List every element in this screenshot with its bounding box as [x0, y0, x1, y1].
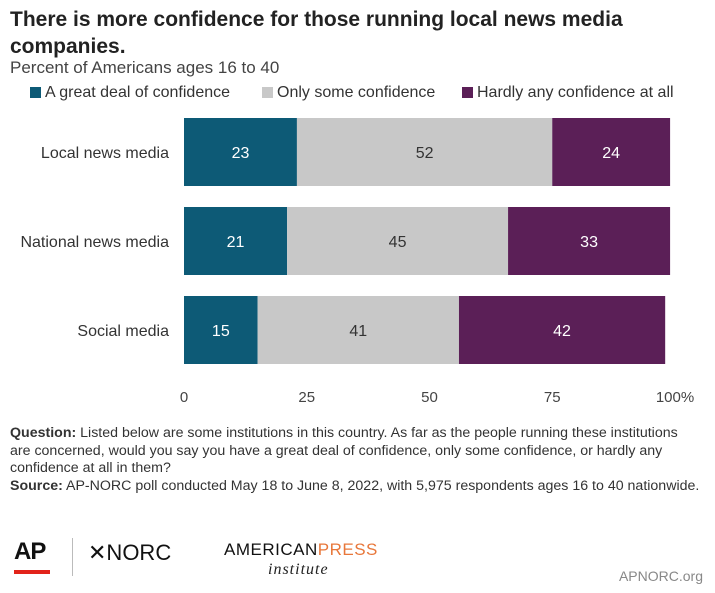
legend-item-hardly-any: Hardly any confidence at all — [462, 84, 674, 102]
legend-item-only-some: Only some confidence — [262, 84, 435, 102]
chart-notes: Question: Listed below are some institut… — [10, 425, 700, 495]
legend-label-hardly-any: Hardly any confidence at all — [477, 84, 674, 101]
x-tick-label-50: 50 — [421, 389, 438, 406]
x-tick-label-75: 75 — [544, 389, 561, 406]
source-note: Source: AP-NORC poll conducted May 18 to… — [10, 478, 700, 496]
data-label-national-news-media-1: 21 — [227, 234, 245, 251]
data-label-national-news-media-3: 33 — [580, 234, 598, 251]
x-tick-label-100: 100% — [656, 389, 694, 406]
ap-logo-underline — [14, 570, 50, 574]
stacked-bar-chart: Local news media 23 52 24 National news medi… — [20, 118, 694, 406]
legend-label-only-some: Only some confidence — [277, 84, 436, 101]
norc-logo: ✕NORC — [88, 540, 172, 565]
question-label: Question: — [10, 425, 77, 441]
bar-segment-local-news-media-1 — [184, 118, 297, 186]
chart-legend: A great deal of confidence Only some con… — [10, 84, 710, 106]
bar-segment-national-news-media-3 — [508, 207, 671, 275]
x-tick-label-0: 0 — [180, 389, 188, 406]
bar-segment-social-media-2 — [257, 296, 459, 364]
x-tick-label-25: 25 — [298, 389, 315, 406]
chart-subtitle: Percent of Americans ages 16 to 40 — [10, 58, 280, 77]
question-note: Question: Listed below are some institut… — [10, 425, 700, 478]
data-label-local-news-media-2: 52 — [416, 145, 434, 162]
category-label-national-news-media: National news media — [20, 234, 169, 251]
american-press-institute-logo: AMERICANPRESS — [224, 540, 378, 560]
data-label-local-news-media-1: 23 — [232, 145, 250, 162]
data-label-local-news-media-3: 24 — [602, 145, 620, 162]
bar-segment-social-media-1 — [184, 296, 258, 364]
source-label: Source: — [10, 477, 63, 494]
ap-logo: AP — [14, 538, 46, 565]
data-label-social-media-3: 42 — [553, 323, 571, 340]
site-credit: APNORC.org — [618, 568, 703, 584]
legend-item-great-deal: A great deal of confidence — [30, 84, 230, 102]
legend-swatch-hardly-any — [462, 87, 473, 98]
api-logo-word-press: PRESS — [317, 540, 378, 559]
logo-divider — [72, 538, 73, 576]
legend-label-great-deal: A great deal of confidence — [45, 84, 231, 101]
data-label-social-media-1: 15 — [212, 323, 230, 340]
logo-bar: AP ✕NORC AMERICANPRESS institute APNORC.… — [0, 530, 715, 593]
chart-title: There is more confidence for those runni… — [10, 8, 623, 58]
api-logo-word-american: AMERICAN — [224, 540, 318, 559]
source-text: AP-NORC poll conducted May 18 to June 8,… — [66, 477, 700, 494]
data-label-social-media-2: 41 — [349, 323, 367, 340]
api-logo-word-institute: institute — [268, 561, 329, 578]
legend-swatch-only-some — [262, 87, 273, 98]
category-label-social-media: Social media — [77, 323, 169, 340]
legend-swatch-great-deal — [30, 87, 41, 98]
bar-segment-national-news-media-1 — [184, 207, 288, 275]
bar-segment-local-news-media-2 — [296, 118, 553, 186]
bar-segment-national-news-media-2 — [287, 207, 509, 275]
bar-segment-local-news-media-3 — [552, 118, 671, 186]
bar-segment-social-media-3 — [458, 296, 666, 364]
data-label-national-news-media-2: 45 — [389, 234, 407, 251]
category-label-local-news-media: Local news media — [41, 145, 169, 162]
question-text: Listed below are some institutions in th… — [10, 425, 678, 476]
